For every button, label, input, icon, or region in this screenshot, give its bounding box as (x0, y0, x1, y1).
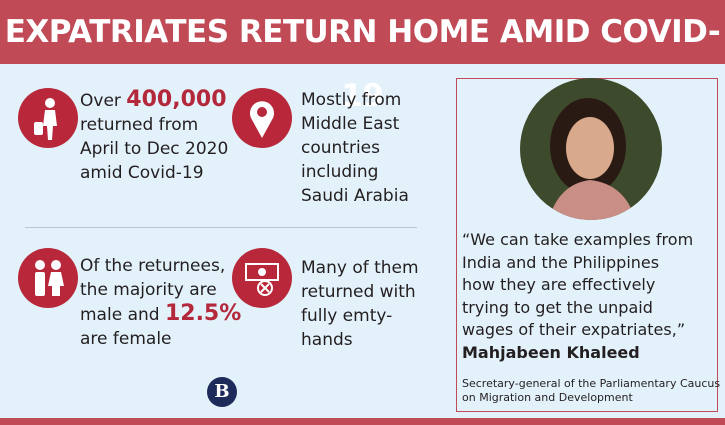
text-line: wages of their expatriates,” (462, 320, 686, 339)
text-line: India and the Philippines (462, 252, 660, 272)
fact-1: Over 400,000 returned from April to Dec 2… (80, 88, 228, 185)
text-line: including (301, 162, 379, 182)
portrait (520, 78, 662, 220)
text-line: amid Covid-19 (80, 163, 204, 183)
text-line: “We can take examples from (462, 230, 694, 249)
fact-3: Of the returnees, the majority are male a… (80, 254, 241, 351)
text-line: Middle East (301, 114, 400, 134)
fact-2: Mostly from Middle East countries including… (301, 88, 409, 208)
text-line: Secretary-general of the Parliamentary C… (462, 377, 721, 390)
speaker-name: Mahjabeen Khaleed (462, 342, 640, 362)
text-line: Many of them (301, 258, 419, 278)
quote: “We can take examples from India and the … (462, 229, 693, 364)
text-line: 12.5% (164, 301, 242, 326)
text-line: how they are effectively (462, 275, 656, 294)
text-line: Of the returnees, (80, 256, 226, 276)
text-line: April to Dec 2020 (80, 139, 229, 159)
traveler-icon (18, 88, 78, 148)
text-line: hands (301, 330, 353, 350)
text-line: returned with (301, 282, 416, 302)
title: EXPATRIATES RETURN HOME AMID COVID-19 (0, 0, 725, 114)
text-line: the majority are (80, 280, 217, 300)
text-line: are female (80, 329, 172, 349)
text-line: countries (301, 138, 380, 158)
text-line: 400,000 (126, 87, 227, 112)
text-line: fully emty- (301, 306, 393, 326)
people-icon (18, 248, 78, 308)
text-line: trying to get the unpaid (462, 297, 653, 317)
speaker-role: Secretary-general of the Parliamentary C… (462, 377, 720, 405)
divider (25, 227, 417, 228)
money-icon (232, 248, 292, 308)
text-line: male and (80, 305, 160, 325)
location-icon (232, 88, 292, 148)
text-line: on Migration and Development (462, 391, 633, 404)
logo: B (207, 377, 237, 407)
text-line: returned from (80, 115, 199, 135)
footer-bar (0, 418, 725, 425)
text-line: Over (80, 91, 121, 111)
text-line: Saudi Arabia (301, 186, 409, 206)
text-line: Mostly from (301, 90, 402, 110)
fact-4: Many of them returned with fully emty-hand… (301, 256, 419, 352)
